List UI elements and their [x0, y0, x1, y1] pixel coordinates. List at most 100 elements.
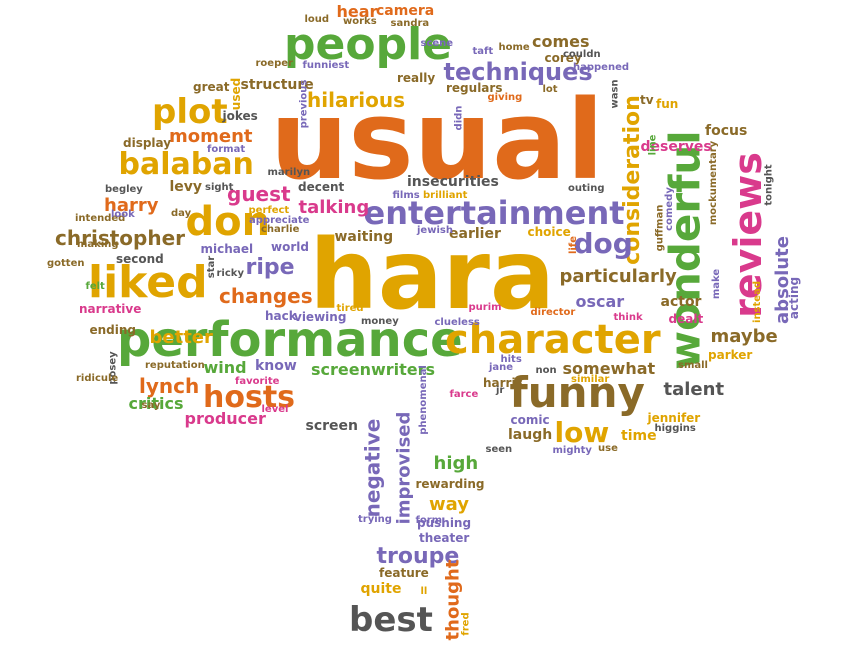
word: corey [544, 51, 582, 65]
word: theater [419, 531, 470, 545]
word: time [621, 428, 657, 444]
word: life [568, 236, 579, 254]
word: ll [420, 586, 428, 597]
word: changes [219, 284, 313, 308]
word: tv [640, 93, 654, 107]
word: oscar [575, 292, 625, 311]
word: choice [527, 225, 571, 239]
word: liked [88, 257, 208, 308]
word: comedy [663, 187, 675, 231]
word: don [185, 199, 271, 245]
word: small [678, 360, 708, 371]
word: funny [509, 368, 645, 417]
word: couldn [563, 49, 601, 60]
word: harry [104, 195, 159, 216]
word: felt [85, 281, 105, 292]
word: ending [89, 323, 137, 337]
word: ricky [216, 268, 244, 279]
word: character [445, 317, 661, 363]
word: actor [660, 294, 702, 310]
word: favorite [235, 376, 280, 387]
word: talent [663, 379, 725, 400]
word: display [123, 136, 172, 150]
word: use [598, 443, 618, 454]
word: harris [483, 376, 523, 390]
word: better [149, 327, 213, 348]
word: trying [358, 514, 392, 525]
word: previous [297, 79, 309, 129]
word: jewish [417, 225, 453, 236]
word: hits [500, 354, 522, 365]
word: day [171, 208, 192, 219]
word: instead [751, 281, 763, 323]
word: troupe [376, 544, 460, 569]
word: jokes [222, 109, 258, 123]
word: similar [571, 374, 610, 385]
word: hear [336, 2, 378, 21]
word: non [535, 365, 557, 376]
word: hosts [203, 380, 296, 415]
word: feature [379, 566, 429, 580]
word: levy [169, 179, 203, 195]
word: director [530, 307, 576, 318]
word: hack [265, 309, 297, 323]
word: dog [573, 227, 633, 260]
word: funniest [302, 60, 350, 71]
word: earlier [449, 226, 501, 242]
word: guest [227, 182, 291, 206]
word: seen [485, 444, 513, 455]
word: screenwriters [311, 360, 436, 379]
word: loud [304, 14, 330, 25]
word: line [646, 134, 658, 156]
word: jennifer [647, 411, 701, 425]
word: reputation [145, 360, 205, 371]
word: wonderful [660, 130, 710, 370]
word: best [349, 600, 433, 640]
word: rewarding [415, 477, 485, 491]
word: mighty [552, 445, 592, 456]
word: somewhat [562, 359, 656, 378]
word: mockumentary [708, 140, 720, 226]
word: roeper [255, 58, 293, 69]
word: ripe [245, 255, 295, 280]
word: form [415, 515, 443, 526]
word: phenomenal [417, 365, 429, 435]
word: plot [152, 92, 228, 132]
word: scene [420, 38, 454, 49]
word: format [207, 144, 246, 155]
word: world [271, 240, 309, 254]
word: regulars [446, 81, 503, 95]
word: hilarious [307, 88, 406, 112]
word: films [392, 190, 420, 201]
word: home [498, 42, 530, 53]
word: high [433, 453, 479, 474]
word: techniques [443, 58, 593, 86]
word: second [116, 252, 164, 266]
word: producer [184, 409, 266, 428]
word: know [255, 358, 297, 374]
word: low [554, 416, 610, 449]
word: structure [240, 77, 314, 93]
word: clueless [434, 317, 480, 328]
word: farce [449, 389, 479, 400]
word: fun [656, 97, 679, 111]
word: wasn [609, 79, 621, 109]
word: lynch [139, 374, 200, 398]
word: ridicule [76, 373, 119, 384]
word: gotten [47, 258, 85, 269]
word: jr [496, 385, 505, 396]
word: hara [309, 219, 555, 331]
word: say [141, 400, 161, 411]
word: acting [787, 276, 802, 320]
word: moment [169, 126, 253, 147]
word: make [711, 268, 723, 300]
word: giving [487, 92, 523, 103]
word: really [397, 71, 436, 85]
word: usual [270, 76, 605, 204]
word: think [613, 312, 643, 323]
word: star [206, 255, 218, 279]
word: pushing [417, 516, 472, 530]
word: making [77, 239, 119, 250]
word: higgins [654, 423, 696, 434]
